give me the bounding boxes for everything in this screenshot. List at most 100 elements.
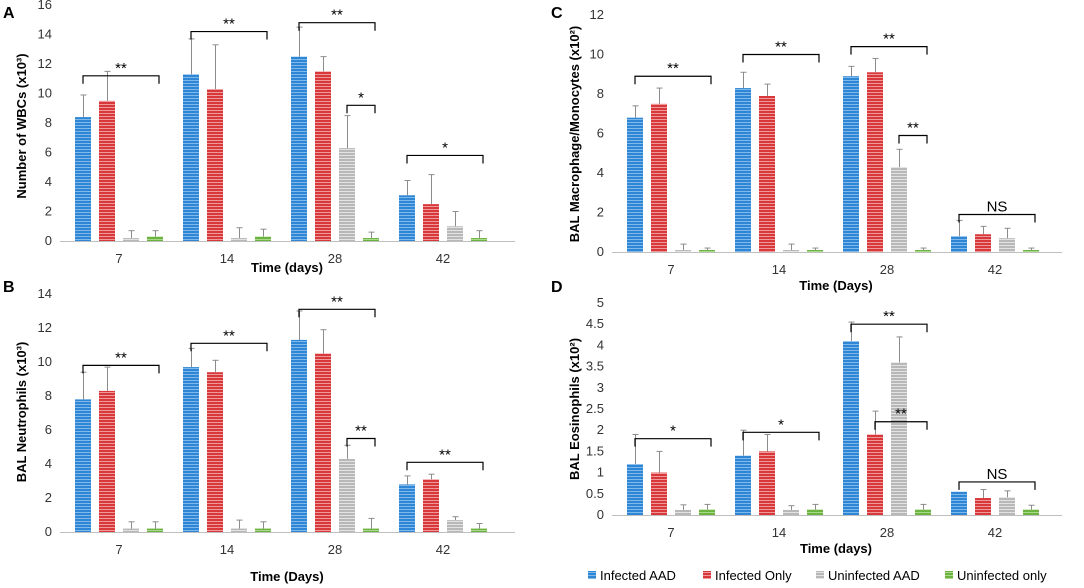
y-tick-label: 3 (597, 380, 604, 395)
significance-bracket (298, 308, 376, 318)
y-tick-label: 0 (45, 233, 52, 248)
significance-label: ** (331, 293, 343, 310)
bar-infected-only-28 (315, 71, 331, 241)
x-tick-label: 7 (667, 262, 674, 277)
significance-label: * (358, 89, 364, 106)
y-tick-label: 1 (597, 465, 604, 480)
significance-label: ** (331, 7, 343, 24)
bar-infected-only-14 (759, 95, 775, 252)
panel-letter: D (551, 279, 563, 296)
significance-label: ** (115, 349, 127, 366)
bar-uninfected-aad-28 (891, 167, 907, 252)
y-tick-label: 6 (45, 422, 52, 437)
significance-bracket (346, 104, 376, 114)
significance-bracket (190, 342, 268, 352)
bar-uninfected-only-28 (363, 238, 379, 241)
bar-uninfected-aad-14 (783, 250, 799, 252)
bar-uninfected-only-7 (147, 236, 163, 241)
x-axis-title: Time (days) (800, 541, 872, 556)
legend-swatch (945, 571, 953, 579)
bar-uninfected-aad-28 (891, 362, 907, 515)
chart-marks: 0 2 4 6 8 10 12 7 14 28 42 ** ** ** ** NS (590, 7, 1062, 277)
bar-uninfected-aad-7 (123, 528, 139, 532)
bar-uninfected-only-7 (147, 528, 163, 532)
y-tick-label: 1.5 (586, 443, 604, 458)
legend-label: Uninfected AAD (828, 568, 920, 583)
bar-uninfected-only-42 (471, 528, 487, 532)
legend-item-uninfected-only: Uninfected only (945, 568, 1047, 583)
x-tick-label: 28 (880, 525, 894, 540)
panel-a: A Number of WBCs (x10³) Time (days) 0 2 4 6… (3, 0, 515, 275)
bar-infected-aad-28 (843, 76, 859, 252)
bar-uninfected-only-14 (807, 509, 823, 515)
bar-infected-only-42 (423, 204, 439, 241)
x-tick-label: 42 (988, 525, 1002, 540)
y-tick-label: 14 (38, 286, 52, 301)
bar-uninfected-only-42 (1023, 509, 1039, 515)
y-tick-label: 4.5 (586, 316, 604, 331)
bar-infected-only-14 (207, 372, 223, 532)
bar-infected-only-14 (207, 89, 223, 241)
bar-uninfected-only-14 (255, 236, 271, 241)
legend-label: Uninfected only (957, 568, 1047, 583)
bar-infected-only-42 (423, 479, 439, 532)
y-tick-label: 5 (597, 295, 604, 310)
significance-bracket (406, 461, 484, 471)
significance-label: ** (667, 60, 679, 77)
bar-uninfected-aad-28 (339, 148, 355, 241)
panel-letter: B (3, 279, 15, 296)
y-tick-label: 2 (45, 490, 52, 505)
significance-bracket (850, 323, 928, 333)
bar-uninfected-aad-14 (231, 238, 247, 241)
bar-infected-only-28 (867, 434, 883, 515)
x-axis-title: Time (Days) (799, 278, 872, 293)
x-tick-label: 14 (220, 251, 234, 266)
y-axis-title: BAL Macrophage/Monocytes (x10²) (567, 26, 582, 242)
y-tick-label: 12 (38, 320, 52, 335)
significance-label: * (442, 139, 448, 156)
bar-uninfected-only-7 (699, 250, 715, 252)
bar-infected-aad-28 (291, 339, 307, 532)
significance-bracket (406, 154, 484, 164)
significance-bracket (634, 75, 712, 85)
bar-infected-aad-7 (627, 117, 643, 252)
bar-infected-aad-28 (291, 56, 307, 241)
significance-bracket (742, 53, 820, 63)
y-tick-label: 2.5 (586, 401, 604, 416)
bar-uninfected-only-28 (915, 509, 931, 515)
significance-label: ** (895, 406, 907, 423)
bar-infected-only-7 (99, 390, 115, 532)
x-tick-label: 28 (880, 262, 894, 277)
panel-letter: C (551, 5, 563, 22)
bar-infected-only-42 (975, 234, 991, 252)
significance-bracket (958, 213, 1036, 223)
bar-infected-aad-14 (183, 74, 199, 241)
bar-uninfected-only-42 (471, 238, 487, 241)
legend-label: Infected AAD (600, 568, 676, 583)
bar-infected-only-7 (651, 472, 667, 515)
y-tick-label: 2 (597, 422, 604, 437)
bar-infected-only-42 (975, 498, 991, 515)
y-tick-label: 10 (590, 47, 604, 62)
bar-uninfected-aad-42 (999, 238, 1015, 252)
significance-bracket (874, 421, 928, 430)
significance-label: * (670, 423, 676, 440)
x-tick-label: 42 (436, 251, 450, 266)
x-tick-label: 28 (328, 251, 342, 266)
bar-infected-aad-42 (399, 195, 415, 241)
y-tick-label: 12 (38, 56, 52, 71)
significance-bracket (850, 46, 928, 55)
bar-infected-aad-14 (735, 88, 751, 252)
significance-bracket (958, 481, 1036, 490)
y-tick-label: 12 (590, 7, 604, 22)
y-tick-label: 2 (597, 205, 604, 220)
bar-infected-only-28 (315, 353, 331, 532)
bar-infected-aad-7 (627, 464, 643, 515)
panel-letter: A (3, 5, 15, 22)
x-tick-label: 42 (436, 542, 450, 557)
significance-label: ** (223, 16, 235, 33)
x-tick-label: 14 (220, 542, 234, 557)
panel-b: B BAL Neutrophils (x10³) Time (Days) 0 2 4… (3, 279, 515, 584)
x-tick-label: 14 (772, 525, 786, 540)
legend-item-infected-aad: Infected AAD (588, 568, 676, 583)
